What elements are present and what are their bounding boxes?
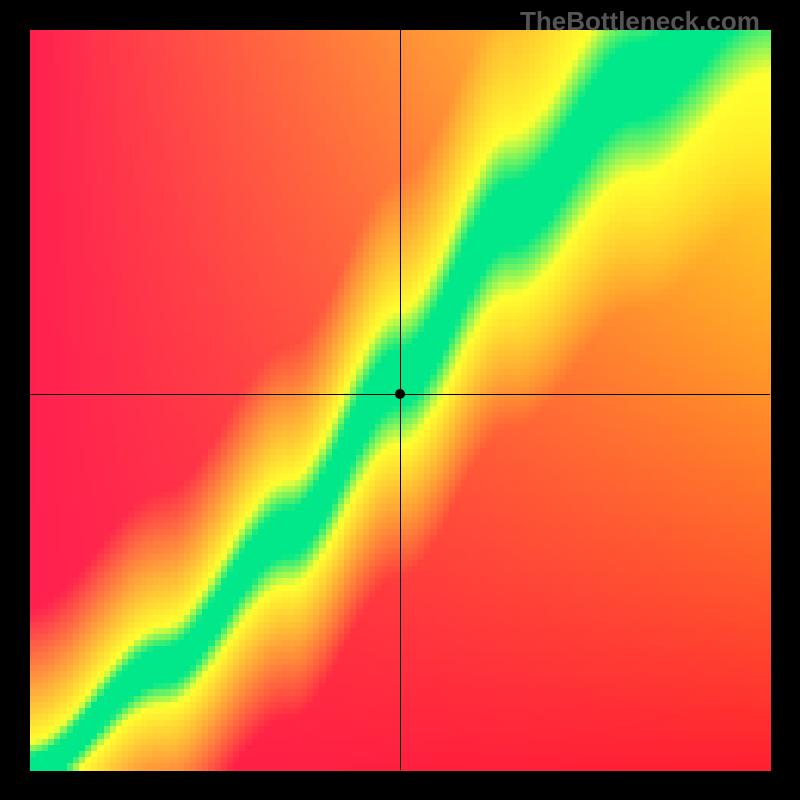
watermark-text: TheBottleneck.com xyxy=(520,6,760,37)
bottleneck-heatmap xyxy=(0,0,800,800)
